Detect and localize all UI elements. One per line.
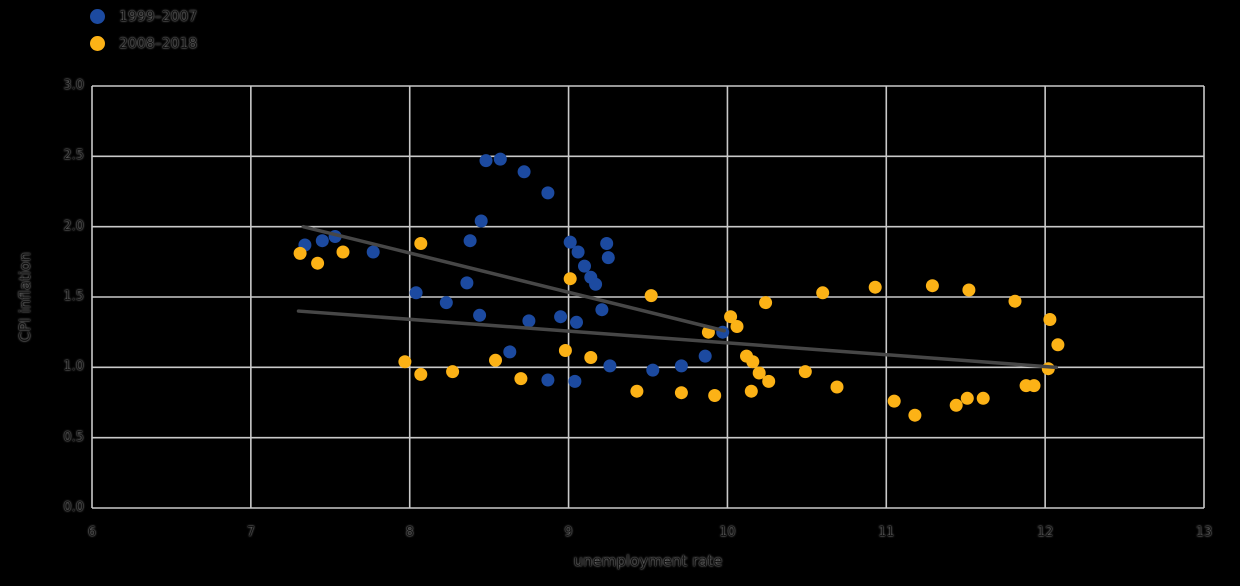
data-point-series-2 (744, 384, 758, 398)
data-point-series-2 (584, 351, 598, 364)
data-point-series-2 (887, 394, 901, 408)
data-point-series-1 (479, 154, 493, 168)
data-point-series-2 (630, 384, 644, 398)
data-point-series-2 (708, 389, 722, 402)
data-point-series-1 (578, 259, 591, 273)
data-point-series-2 (960, 391, 974, 405)
data-point-series-2 (414, 367, 428, 381)
data-point-series-2 (746, 355, 760, 369)
legend-item: 1999–2007 (90, 3, 197, 30)
data-point-series-1 (439, 296, 453, 310)
chart-legend: 1999–2007 2008–2018 (90, 3, 197, 57)
x-tick-label: 13 (1195, 525, 1213, 540)
x-tick-label: 6 (87, 525, 97, 540)
data-point-series-2 (674, 386, 688, 400)
data-point-series-2 (830, 380, 844, 394)
x-tick-label: 9 (564, 525, 573, 540)
data-point-series-1 (503, 345, 517, 359)
legend-label: 2008–2018 (119, 35, 198, 52)
data-point-series-1 (698, 349, 712, 363)
x-tick-label: 11 (878, 525, 895, 540)
data-point-series-1 (603, 359, 617, 373)
legend-marker-icon (90, 36, 105, 51)
data-point-series-2 (414, 237, 428, 250)
data-point-series-1 (493, 152, 507, 166)
data-point-series-2 (962, 283, 976, 297)
data-point-series-1 (601, 251, 615, 265)
legend-marker-icon (90, 9, 105, 24)
y-axis-label: CPI inflation (16, 252, 34, 342)
legend-item: 2008–2018 (90, 30, 197, 57)
data-point-series-1 (568, 374, 582, 388)
x-tick-label: 7 (246, 525, 255, 540)
data-point-series-2 (752, 366, 766, 380)
data-point-series-2 (644, 289, 658, 303)
data-point-series-2 (949, 398, 963, 412)
data-point-series-1 (541, 373, 555, 387)
trend-line (301, 224, 727, 333)
y-tick-label: 1.0 (63, 359, 84, 375)
data-point-series-2 (724, 310, 738, 324)
data-point-series-2 (398, 355, 412, 369)
data-point-series-1 (589, 277, 603, 291)
data-point-series-1 (463, 234, 477, 248)
x-axis-label: unemployment rate (573, 552, 723, 570)
y-tick-label: 0.5 (63, 429, 84, 445)
x-tick-label: 10 (719, 525, 736, 540)
data-point-series-2 (730, 320, 744, 333)
data-point-series-1 (474, 214, 488, 228)
y-tick-label: 1.5 (63, 289, 84, 304)
data-point-series-1 (473, 308, 487, 322)
data-point-series-1 (563, 235, 577, 249)
y-tick-label: 2.0 (63, 218, 84, 234)
data-point-series-2 (293, 246, 307, 260)
data-point-series-2 (336, 245, 350, 259)
data-point-series-2 (563, 272, 577, 286)
data-point-series-1 (646, 363, 660, 377)
data-point-series-1 (571, 245, 585, 259)
data-point-series-1 (522, 314, 536, 328)
data-point-series-2 (1027, 379, 1041, 393)
data-point-series-2 (446, 365, 460, 379)
x-tick-label: 8 (405, 525, 414, 540)
data-point-series-1 (595, 303, 609, 317)
data-point-series-2 (311, 256, 325, 270)
data-point-series-2 (489, 353, 502, 367)
data-point-series-2 (1043, 313, 1057, 326)
y-tick-label: 2.5 (63, 148, 84, 164)
data-point-series-2 (759, 296, 773, 310)
trend-line (296, 309, 1059, 370)
data-point-series-1 (315, 234, 329, 248)
data-point-series-2 (1008, 294, 1022, 308)
data-point-series-1 (554, 310, 568, 324)
data-point-series-1 (570, 315, 583, 329)
data-point-series-2 (925, 279, 939, 293)
data-point-series-1 (366, 245, 380, 259)
y-tick-label: 3.0 (63, 78, 84, 93)
x-tick-label: 12 (1036, 525, 1054, 540)
data-point-series-2 (816, 286, 830, 300)
legend-label: 1999–2007 (119, 8, 198, 25)
data-point-series-2 (976, 391, 990, 405)
data-point-series-2 (762, 374, 776, 388)
data-point-series-2 (514, 372, 528, 386)
data-point-series-2 (1051, 338, 1065, 352)
y-tick-label: 0.0 (63, 500, 84, 515)
data-point-series-2 (908, 408, 922, 422)
data-point-series-1 (409, 286, 423, 300)
data-point-series-1 (517, 165, 531, 179)
data-point-series-2 (798, 365, 812, 379)
data-point-series-1 (674, 359, 688, 373)
data-point-series-1 (460, 276, 474, 290)
data-point-series-1 (541, 186, 555, 200)
data-point-series-2 (558, 344, 572, 357)
data-point-series-1 (600, 237, 614, 250)
data-point-series-2 (868, 280, 882, 294)
